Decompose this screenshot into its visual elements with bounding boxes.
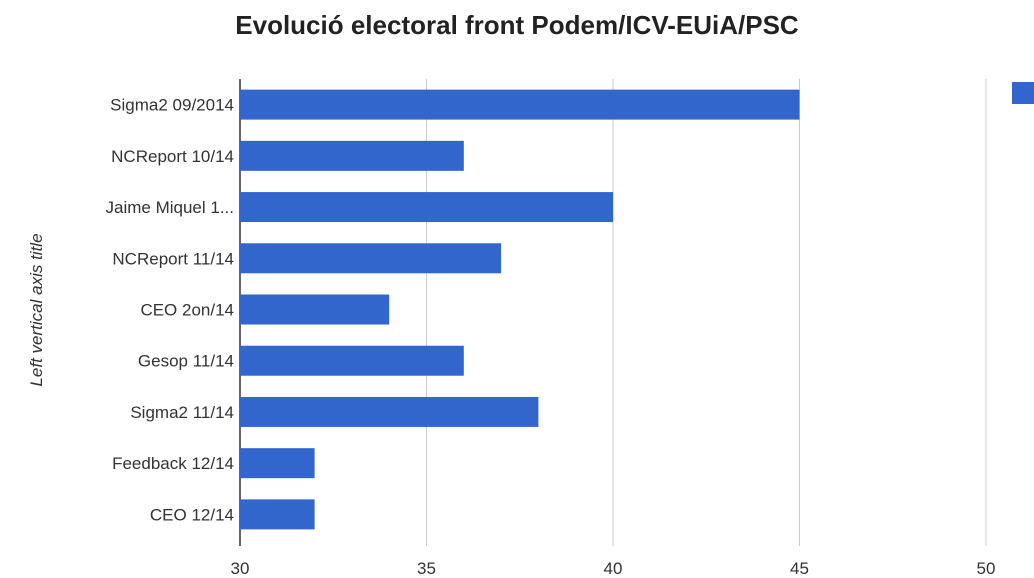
bar[interactable] (240, 243, 502, 274)
bar[interactable] (240, 448, 315, 479)
bar[interactable] (240, 345, 464, 376)
category-label: Gesop 11/14 (138, 352, 234, 371)
bar[interactable] (240, 396, 539, 427)
bar[interactable] (240, 89, 800, 120)
category-label: Sigma2 09/2014 (110, 96, 234, 115)
bar[interactable] (240, 140, 464, 171)
x-tick-label: 30 (231, 559, 250, 578)
category-label: CEO 12/14 (150, 505, 234, 524)
category-labels: Sigma2 09/2014 NCReport 10/14 Jaime Miquel… (106, 96, 235, 525)
legend-swatch[interactable] (1012, 82, 1034, 104)
y-axis-title: Left vertical axis title (27, 233, 46, 386)
category-label: CEO 2on/14 (140, 301, 234, 320)
bar[interactable] (240, 192, 613, 223)
x-tick-label: 40 (604, 559, 623, 578)
x-tick-label: 50 (977, 559, 996, 578)
x-tick-label: 45 (790, 559, 809, 578)
bar[interactable] (240, 499, 315, 530)
bar[interactable] (240, 294, 390, 325)
category-label: NCReport 11/14 (112, 249, 234, 268)
chart-title: Evolució electoral front Podem/ICV-EUiA/… (235, 10, 799, 40)
category-label: Sigma2 11/14 (130, 403, 234, 422)
category-label: Feedback 12/14 (112, 454, 234, 473)
category-label: Jaime Miquel 1... (106, 198, 235, 217)
category-label: NCReport 10/14 (111, 147, 234, 166)
bars (240, 89, 800, 530)
x-tick-labels: 30 35 40 45 50 (231, 559, 996, 578)
x-tick-label: 35 (417, 559, 436, 578)
